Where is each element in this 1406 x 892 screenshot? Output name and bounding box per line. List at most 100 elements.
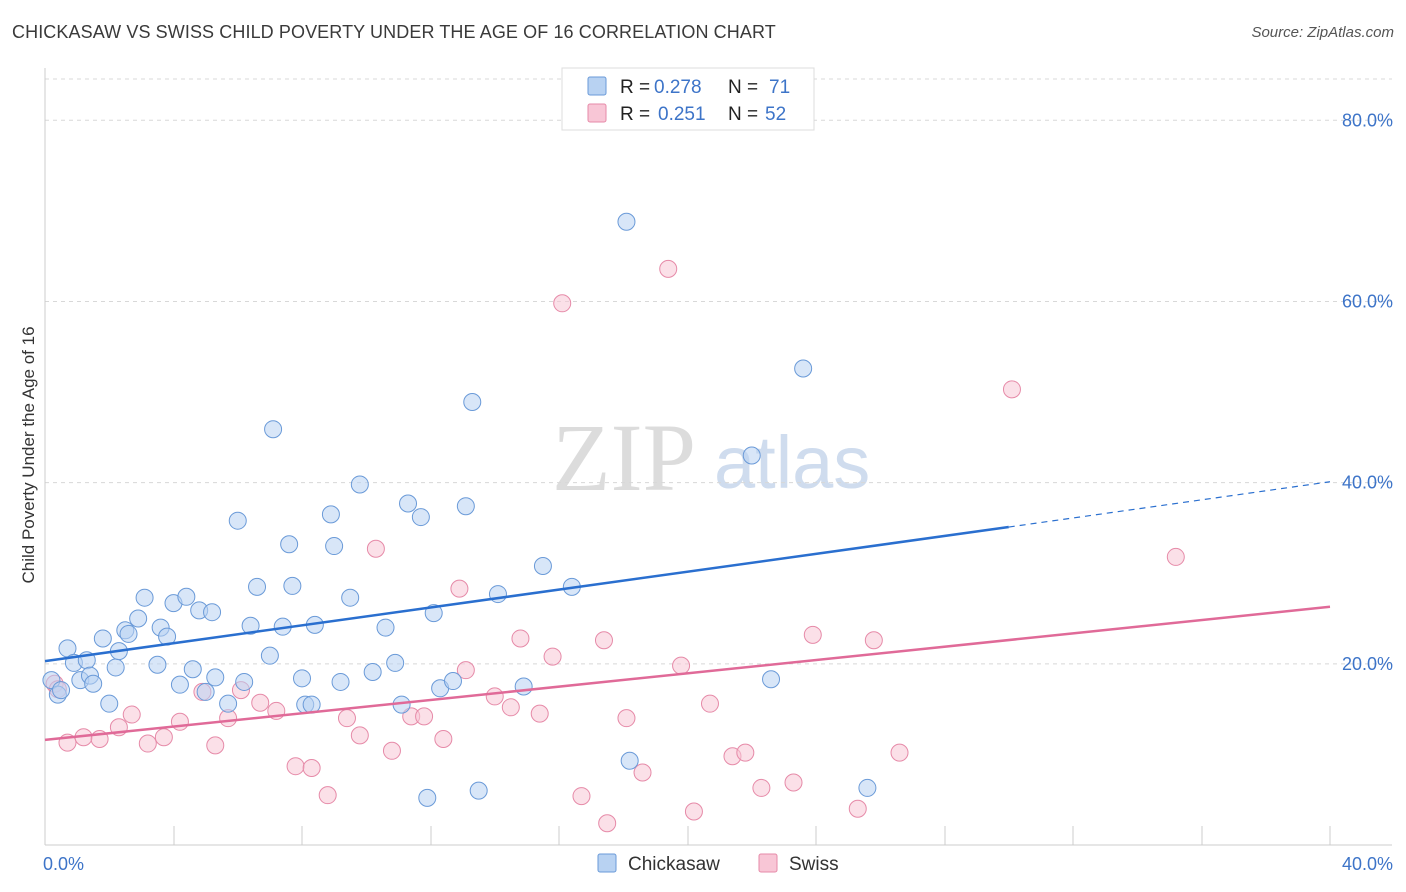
point-chickasaw bbox=[248, 577, 267, 596]
point-chickasaw bbox=[106, 658, 125, 677]
point-swiss bbox=[633, 763, 652, 782]
point-chickasaw bbox=[235, 672, 254, 691]
point-swiss bbox=[736, 743, 755, 762]
axes bbox=[44, 68, 1392, 846]
point-swiss bbox=[318, 786, 337, 805]
point-chickasaw bbox=[411, 508, 430, 527]
point-swiss bbox=[434, 730, 453, 749]
point-swiss bbox=[617, 709, 636, 728]
legend-r-label-swiss: R = bbox=[620, 104, 650, 125]
point-swiss bbox=[848, 799, 867, 818]
point-chickasaw bbox=[264, 420, 283, 439]
point-swiss bbox=[543, 647, 562, 666]
series-chickasaw bbox=[42, 212, 877, 807]
point-chickasaw bbox=[196, 682, 215, 701]
point-chickasaw bbox=[325, 537, 344, 556]
point-chickasaw bbox=[280, 535, 299, 554]
point-swiss bbox=[672, 656, 691, 675]
point-swiss bbox=[659, 259, 678, 278]
point-chickasaw bbox=[533, 556, 552, 575]
legend-n-label-chickasaw: N = bbox=[728, 77, 758, 98]
watermark: ZIP atlas bbox=[552, 404, 870, 511]
point-chickasaw bbox=[293, 669, 311, 688]
legend: R = 0.278 N = 71 R = 0.251 N = 52 bbox=[561, 67, 815, 131]
y-tick-labels: 20.0% 40.0% 60.0% 80.0% bbox=[1342, 110, 1393, 674]
grid-lines bbox=[45, 78, 1392, 665]
point-swiss bbox=[154, 728, 173, 747]
chart-title: CHICKASAW VS SWISS CHILD POVERTY UNDER T… bbox=[12, 22, 776, 42]
point-swiss bbox=[864, 631, 883, 650]
point-swiss bbox=[501, 698, 520, 717]
point-swiss bbox=[206, 736, 225, 755]
point-chickasaw bbox=[52, 681, 71, 700]
bottom-legend-swatch-chickasaw bbox=[597, 853, 617, 873]
x-tick-label: 40.0% bbox=[1342, 854, 1393, 874]
bottom-legend-label-chickasaw: Chickasaw bbox=[628, 854, 720, 875]
trend-line-chickasaw-extension bbox=[1008, 481, 1331, 528]
point-swiss bbox=[553, 294, 572, 313]
point-chickasaw bbox=[183, 660, 202, 679]
point-swiss bbox=[450, 579, 469, 598]
legend-r-value-swiss: 0.251 bbox=[658, 104, 706, 125]
point-chickasaw bbox=[514, 677, 533, 696]
point-swiss bbox=[350, 726, 369, 745]
point-chickasaw bbox=[331, 672, 350, 691]
point-chickasaw bbox=[260, 646, 279, 665]
point-chickasaw bbox=[620, 751, 639, 770]
point-swiss bbox=[415, 707, 434, 726]
series-swiss bbox=[45, 259, 1185, 833]
bottom-legend-swatch-swiss bbox=[758, 853, 778, 873]
point-chickasaw bbox=[135, 588, 154, 607]
chart-source: Source: ZipAtlas.com bbox=[1251, 24, 1394, 41]
point-swiss bbox=[598, 814, 617, 833]
point-swiss bbox=[286, 757, 305, 776]
y-tick-label: 40.0% bbox=[1342, 473, 1393, 493]
point-chickasaw bbox=[177, 587, 196, 606]
point-swiss bbox=[302, 759, 321, 777]
point-swiss bbox=[594, 631, 613, 650]
point-swiss bbox=[366, 539, 385, 558]
point-swiss bbox=[456, 661, 475, 680]
trend-line-swiss bbox=[44, 605, 1331, 742]
point-chickasaw bbox=[84, 674, 103, 693]
point-swiss bbox=[122, 705, 141, 724]
point-chickasaw bbox=[170, 675, 189, 694]
point-chickasaw bbox=[100, 694, 119, 713]
legend-swatch-swiss bbox=[587, 103, 607, 123]
point-chickasaw bbox=[203, 603, 222, 622]
y-tick-label: 60.0% bbox=[1342, 291, 1393, 311]
point-swiss bbox=[572, 787, 591, 806]
y-tick-label: 20.0% bbox=[1342, 654, 1393, 674]
point-chickasaw bbox=[376, 618, 395, 637]
point-chickasaw bbox=[399, 494, 418, 513]
trend-line-chickasaw bbox=[44, 525, 1009, 663]
point-chickasaw bbox=[443, 672, 462, 691]
y-axis-label: Child Poverty Under the Age of 16 bbox=[19, 326, 38, 583]
point-chickasaw bbox=[350, 475, 369, 494]
point-chickasaw bbox=[762, 670, 781, 689]
point-swiss bbox=[485, 687, 504, 706]
point-swiss bbox=[1166, 547, 1185, 566]
x-tick-labels: 0.0% 40.0% bbox=[43, 854, 1393, 874]
point-swiss bbox=[138, 734, 157, 753]
point-chickasaw bbox=[858, 778, 877, 797]
point-swiss bbox=[382, 741, 401, 760]
legend-swatch-chickasaw bbox=[587, 76, 607, 96]
point-chickasaw bbox=[93, 629, 112, 648]
legend-n-label-swiss: N = bbox=[728, 104, 758, 125]
point-chickasaw bbox=[463, 393, 482, 412]
point-swiss bbox=[803, 625, 822, 644]
point-chickasaw bbox=[241, 616, 260, 635]
point-chickasaw bbox=[219, 694, 238, 713]
legend-r-value-chickasaw: 0.278 bbox=[654, 77, 702, 98]
point-swiss bbox=[337, 709, 356, 728]
bottom-legend: Chickasaw Swiss bbox=[597, 853, 839, 875]
x-tick-label: 0.0% bbox=[43, 854, 84, 874]
point-chickasaw bbox=[206, 668, 225, 687]
point-swiss bbox=[784, 773, 803, 792]
legend-r-label-chickasaw: R = bbox=[620, 77, 650, 98]
point-swiss bbox=[511, 629, 530, 648]
point-swiss bbox=[752, 778, 771, 797]
watermark-atlas: atlas bbox=[714, 421, 870, 504]
